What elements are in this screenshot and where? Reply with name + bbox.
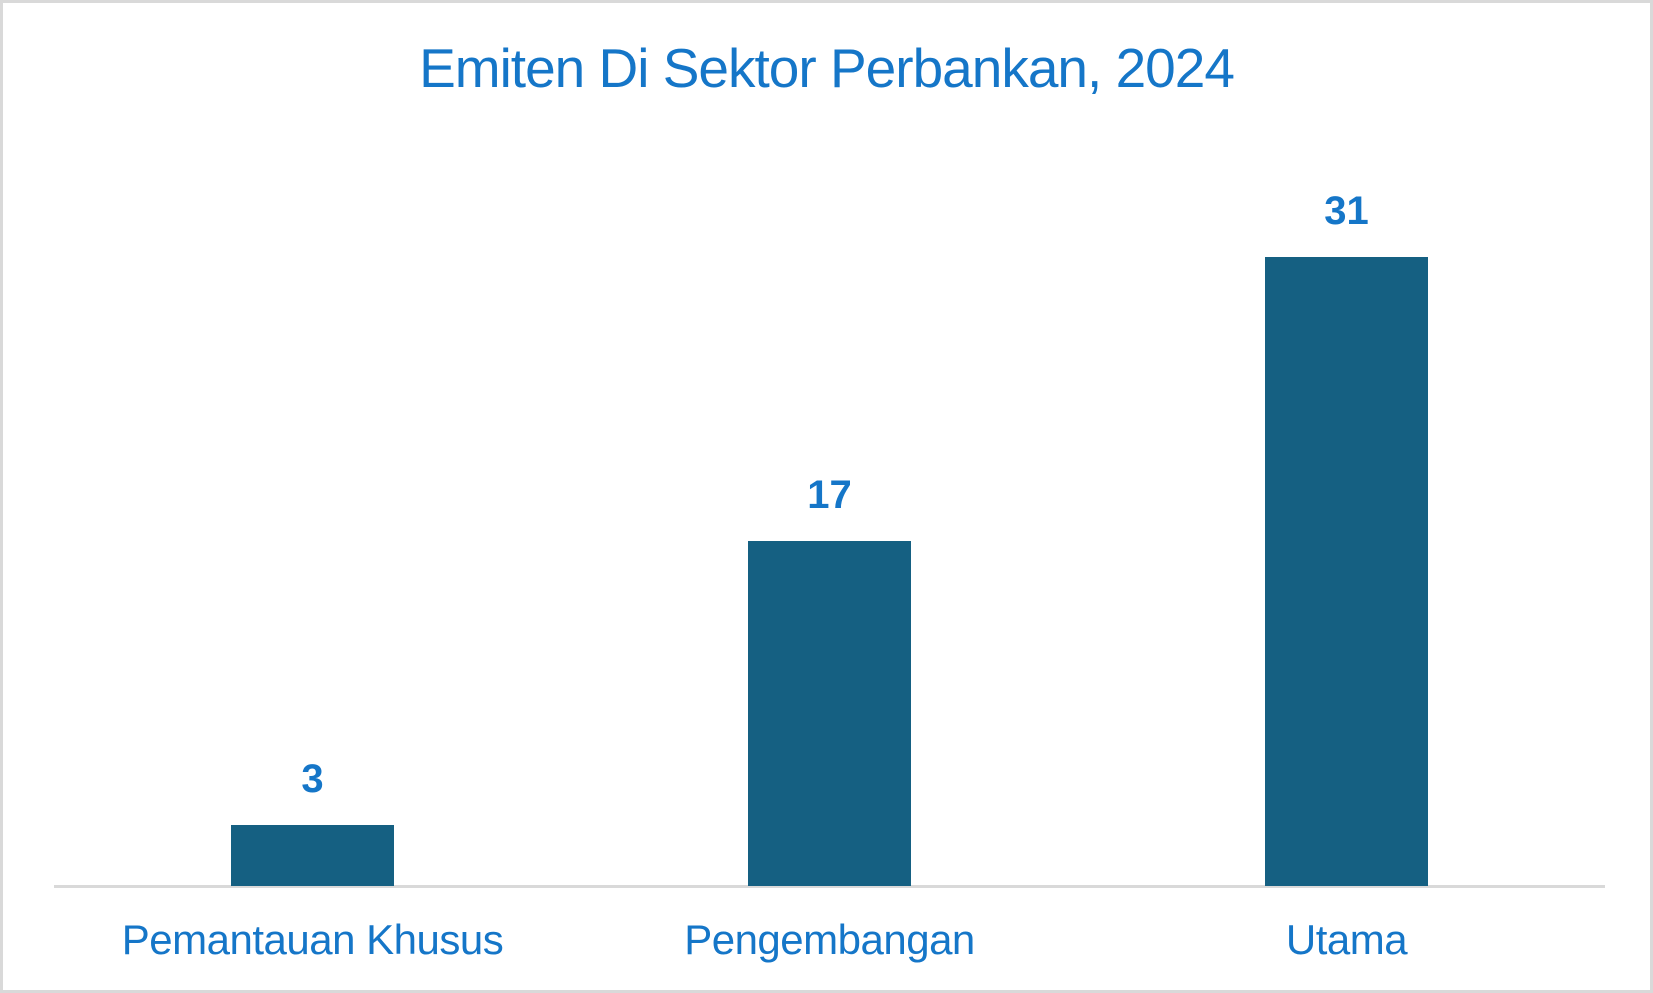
bar-pengembangan	[748, 541, 911, 886]
chart-title: Emiten Di Sektor Perbankan, 2024	[419, 37, 1235, 99]
bar-value-label: 3	[301, 757, 324, 801]
plot-area: 3 Pemantauan Khusus 17 Pengembangan 31 U…	[3, 3, 1650, 990]
bar-utama	[1265, 257, 1428, 886]
category-label: Pemantauan Khusus	[121, 916, 504, 963]
category-label: Pengembangan	[684, 916, 975, 963]
category-label: Utama	[1285, 916, 1408, 963]
bar-pemantauan-khusus	[231, 825, 394, 886]
bar-value-label: 17	[807, 473, 852, 517]
bar-value-label: 31	[1324, 189, 1369, 233]
x-axis-line	[54, 885, 1605, 888]
